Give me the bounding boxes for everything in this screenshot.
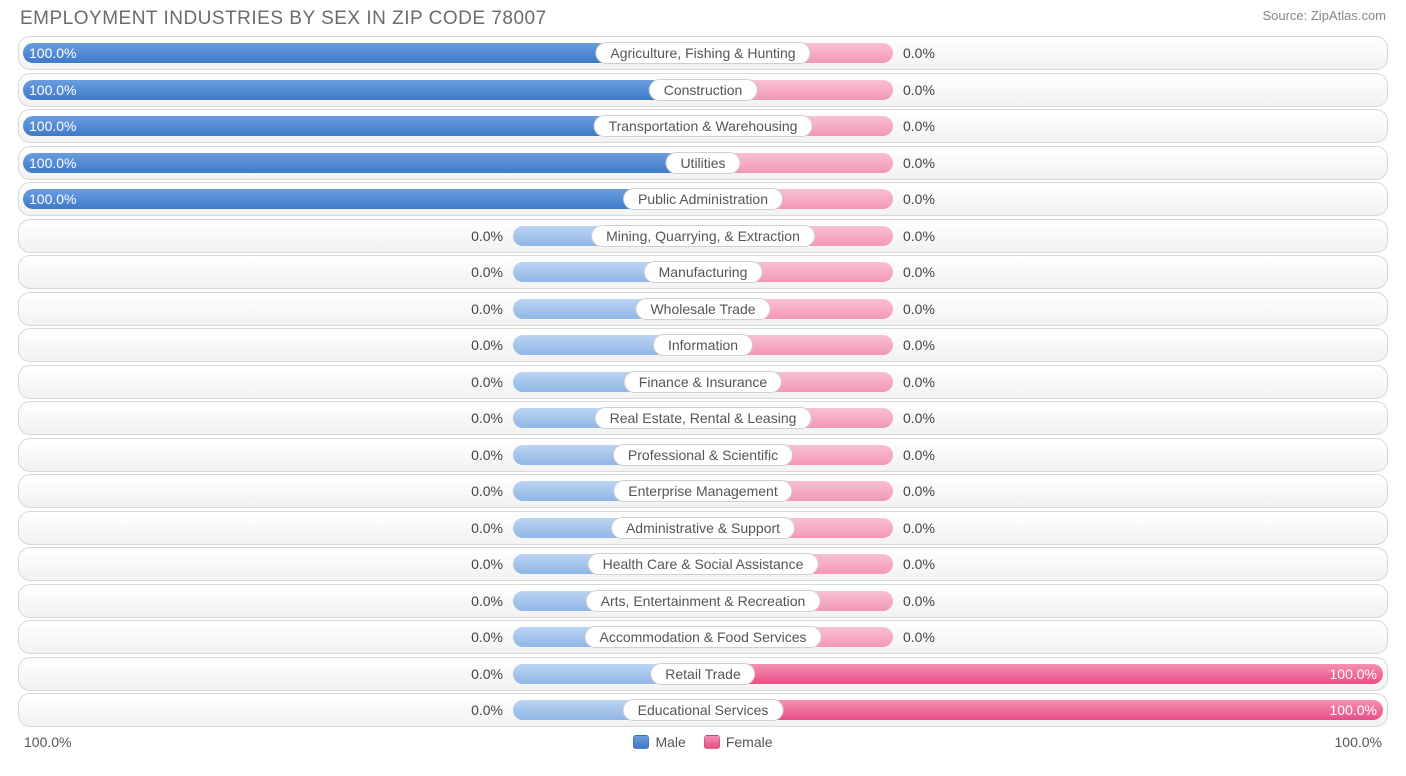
- category-label: Agriculture, Fishing & Hunting: [595, 42, 810, 64]
- chart-row: 0.0% 0.0% Information: [18, 328, 1388, 362]
- female-pct-label: 0.0%: [903, 301, 935, 317]
- male-bar: [23, 189, 703, 209]
- female-pct-label: 0.0%: [903, 410, 935, 426]
- chart-row: 0.0% 0.0% Manufacturing: [18, 255, 1388, 289]
- female-pct-label: 100.0%: [1330, 666, 1377, 682]
- male-pct-label: 0.0%: [471, 520, 503, 536]
- axis-right-label: 100.0%: [1335, 734, 1382, 750]
- chart-row: 0.0% 0.0% Professional & Scientific: [18, 438, 1388, 472]
- female-pct-label: 0.0%: [903, 447, 935, 463]
- category-label: Transportation & Warehousing: [594, 115, 813, 137]
- legend-female-label: Female: [726, 734, 773, 750]
- chart-row: 0.0% 0.0% Enterprise Management: [18, 474, 1388, 508]
- legend: Male Female: [633, 734, 772, 750]
- female-pct-label: 0.0%: [903, 520, 935, 536]
- male-pct-label: 0.0%: [471, 410, 503, 426]
- chart-row: 0.0% 0.0% Finance & Insurance: [18, 365, 1388, 399]
- female-pct-label: 0.0%: [903, 228, 935, 244]
- chart-source: Source: ZipAtlas.com: [1262, 8, 1386, 23]
- male-pct-label: 100.0%: [29, 191, 76, 207]
- female-pct-label: 0.0%: [903, 593, 935, 609]
- category-label: Manufacturing: [644, 261, 763, 283]
- male-pct-label: 0.0%: [471, 629, 503, 645]
- female-pct-label: 0.0%: [903, 45, 935, 61]
- male-pct-label: 0.0%: [471, 374, 503, 390]
- axis-left-label: 100.0%: [24, 734, 71, 750]
- chart-row: 0.0% 100.0% Educational Services: [18, 693, 1388, 727]
- male-pct-label: 100.0%: [29, 155, 76, 171]
- female-pct-label: 0.0%: [903, 82, 935, 98]
- chart-row: 0.0% 0.0% Health Care & Social Assistance: [18, 547, 1388, 581]
- chart-row: 100.0% 0.0% Transportation & Warehousing: [18, 109, 1388, 143]
- category-label: Health Care & Social Assistance: [588, 553, 819, 575]
- category-label: Information: [653, 334, 753, 356]
- chart-row: 0.0% 0.0% Administrative & Support: [18, 511, 1388, 545]
- female-pct-label: 100.0%: [1330, 702, 1377, 718]
- male-pct-label: 0.0%: [471, 483, 503, 499]
- chart-row: 0.0% 0.0% Real Estate, Rental & Leasing: [18, 401, 1388, 435]
- female-pct-label: 0.0%: [903, 264, 935, 280]
- male-pct-label: 0.0%: [471, 337, 503, 353]
- category-label: Construction: [649, 79, 758, 101]
- female-pct-label: 0.0%: [903, 155, 935, 171]
- category-label: Enterprise Management: [613, 480, 792, 502]
- chart-row: 100.0% 0.0% Utilities: [18, 146, 1388, 180]
- category-label: Arts, Entertainment & Recreation: [586, 590, 821, 612]
- male-pct-label: 0.0%: [471, 666, 503, 682]
- female-pct-label: 0.0%: [903, 629, 935, 645]
- category-label: Public Administration: [623, 188, 783, 210]
- female-bar: [703, 664, 1383, 684]
- chart-row: 0.0% 0.0% Arts, Entertainment & Recreation: [18, 584, 1388, 618]
- category-label: Retail Trade: [650, 663, 755, 685]
- male-pct-label: 0.0%: [471, 593, 503, 609]
- female-pct-label: 0.0%: [903, 374, 935, 390]
- male-pct-label: 0.0%: [471, 301, 503, 317]
- female-swatch-icon: [704, 735, 720, 749]
- legend-male-label: Male: [655, 734, 685, 750]
- female-bar: [703, 700, 1383, 720]
- male-pct-label: 100.0%: [29, 45, 76, 61]
- female-pct-label: 0.0%: [903, 556, 935, 572]
- chart-row: 100.0% 0.0% Construction: [18, 73, 1388, 107]
- chart-row: 0.0% 0.0% Wholesale Trade: [18, 292, 1388, 326]
- chart-row: 100.0% 0.0% Agriculture, Fishing & Hunting: [18, 36, 1388, 70]
- male-pct-label: 100.0%: [29, 82, 76, 98]
- male-bar: [23, 80, 703, 100]
- female-pct-label: 0.0%: [903, 483, 935, 499]
- category-label: Finance & Insurance: [624, 371, 782, 393]
- category-label: Accommodation & Food Services: [585, 626, 822, 648]
- male-pct-label: 0.0%: [471, 447, 503, 463]
- category-label: Real Estate, Rental & Leasing: [595, 407, 812, 429]
- category-label: Administrative & Support: [611, 517, 795, 539]
- chart-title: EMPLOYMENT INDUSTRIES BY SEX IN ZIP CODE…: [20, 8, 547, 30]
- male-pct-label: 0.0%: [471, 264, 503, 280]
- chart-body: 100.0% 0.0% Agriculture, Fishing & Hunting…: [0, 36, 1406, 727]
- male-pct-label: 0.0%: [471, 702, 503, 718]
- male-pct-label: 100.0%: [29, 118, 76, 134]
- chart-row: 100.0% 0.0% Public Administration: [18, 182, 1388, 216]
- male-pct-label: 0.0%: [471, 556, 503, 572]
- female-pct-label: 0.0%: [903, 337, 935, 353]
- legend-female: Female: [704, 734, 773, 750]
- category-label: Professional & Scientific: [613, 444, 793, 466]
- category-label: Wholesale Trade: [635, 298, 770, 320]
- male-bar: [23, 153, 703, 173]
- category-label: Mining, Quarrying, & Extraction: [591, 225, 815, 247]
- legend-male: Male: [633, 734, 685, 750]
- category-label: Utilities: [665, 152, 740, 174]
- category-label: Educational Services: [623, 699, 784, 721]
- chart-row: 0.0% 0.0% Mining, Quarrying, & Extraction: [18, 219, 1388, 253]
- male-swatch-icon: [633, 735, 649, 749]
- female-pct-label: 0.0%: [903, 118, 935, 134]
- chart-row: 0.0% 100.0% Retail Trade: [18, 657, 1388, 691]
- female-pct-label: 0.0%: [903, 191, 935, 207]
- chart-row: 0.0% 0.0% Accommodation & Food Services: [18, 620, 1388, 654]
- male-pct-label: 0.0%: [471, 228, 503, 244]
